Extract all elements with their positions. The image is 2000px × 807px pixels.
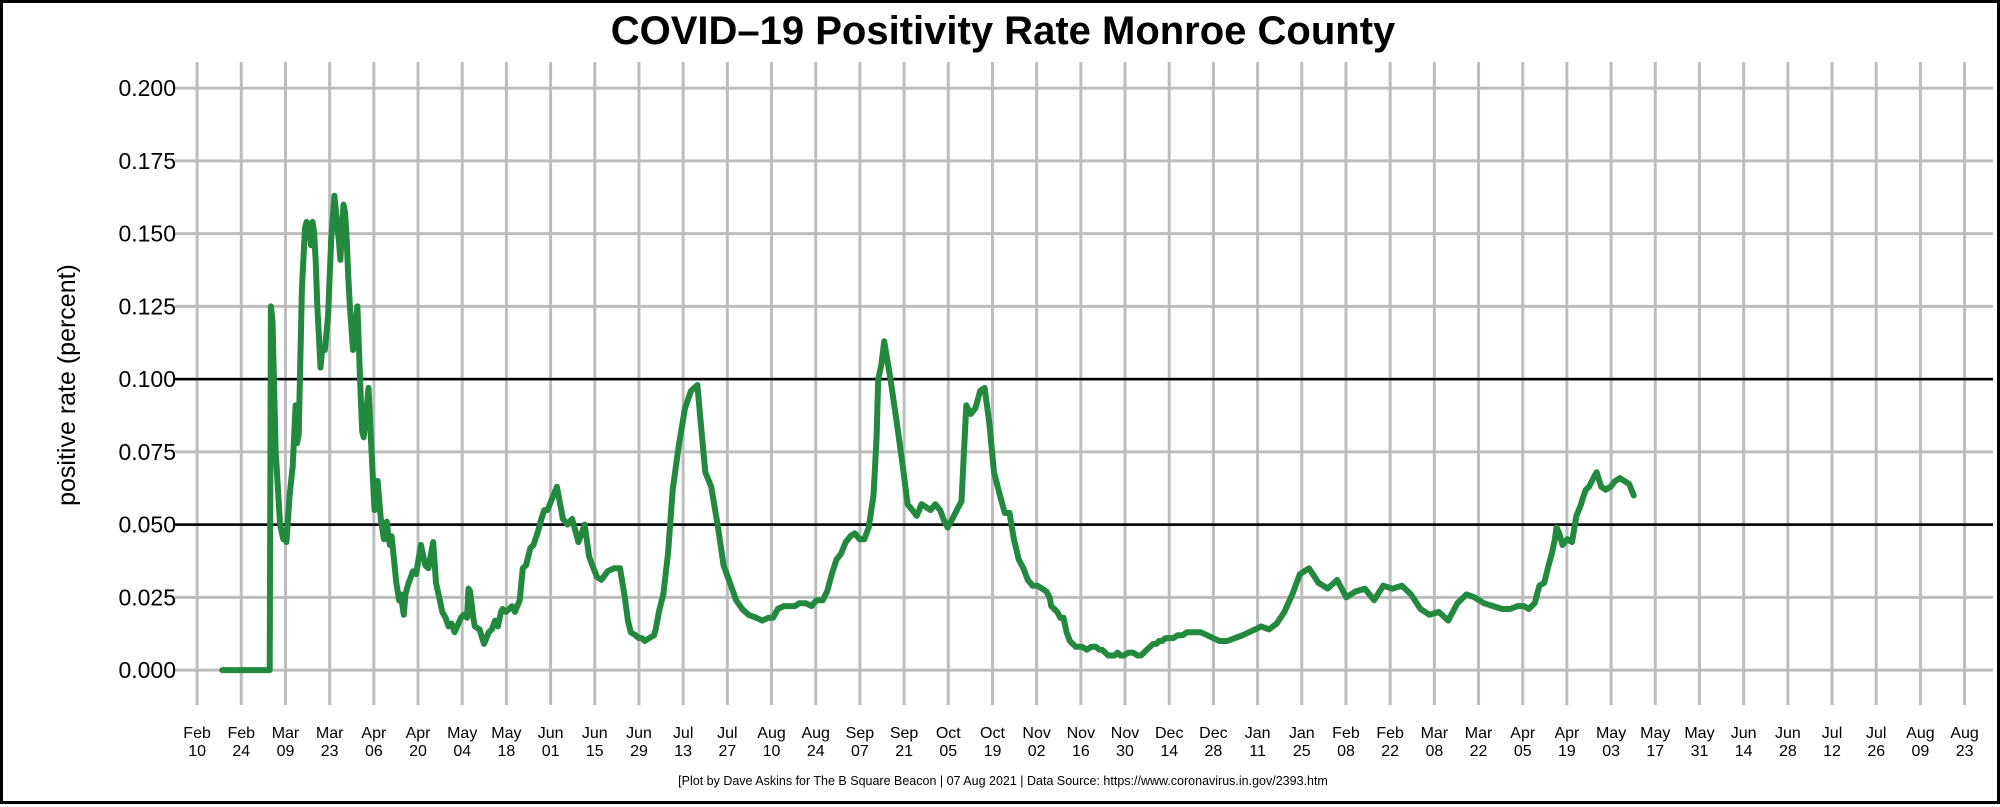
y-tick-label: 0.000	[118, 657, 176, 683]
x-tick-label: Jun 01	[538, 725, 564, 760]
x-tick-label: Jan 25	[1289, 725, 1315, 760]
x-tick-label: Jun 28	[1775, 725, 1801, 760]
x-tick-label: Jul 13	[673, 725, 693, 760]
x-tick-label: Mar 22	[1465, 725, 1493, 760]
x-tick-label: May 04	[447, 725, 477, 760]
x-tick-label: Apr 20	[406, 725, 432, 760]
x-tick-label: May 03	[1596, 725, 1626, 760]
x-tick-label: Nov 16	[1067, 725, 1095, 760]
x-tick-label: Mar 09	[272, 725, 300, 760]
grid	[175, 62, 1993, 705]
x-tick-label: Jul 12	[1822, 725, 1842, 760]
y-axis-ticks: 0.000 0.025 0.050 0.075 0.100 0.125 0.150 0.175…	[118, 75, 176, 683]
x-tick-label: Aug 09	[1906, 725, 1934, 760]
x-tick-label: May 31	[1684, 725, 1714, 760]
x-tick-label: Nov 02	[1022, 725, 1050, 760]
x-tick-label: Aug 23	[1950, 725, 1978, 760]
y-tick-label: 0.175	[118, 148, 176, 174]
x-tick-label: Feb 10	[183, 725, 211, 760]
x-tick-label: Jul 26	[1866, 725, 1886, 760]
y-tick-label: 0.100	[118, 366, 176, 392]
y-tick-label: 0.075	[118, 439, 176, 465]
x-axis-ticks: Feb 10 Feb 24 Mar 09 Mar 23 Apr 06 Apr 20 May 04 May 18…	[183, 725, 1979, 760]
y-tick-label: 0.050	[118, 512, 176, 538]
x-tick-label: Jun 15	[582, 725, 608, 760]
x-tick-label: Oct 05	[936, 725, 961, 760]
x-tick-label: Dec 28	[1199, 725, 1227, 760]
x-tick-label: Aug 24	[801, 725, 829, 760]
series-line	[219, 192, 1637, 674]
x-tick-label: Sep 07	[846, 725, 875, 760]
y-tick-label: 0.200	[118, 75, 176, 101]
y-tick-label: 0.150	[118, 221, 176, 247]
x-tick-label: May 17	[1640, 725, 1670, 760]
x-tick-label: Dec 14	[1155, 725, 1183, 760]
line-chart: COVID–19 Positivity Rate Monroe County p…	[53, 9, 1993, 788]
x-tick-label: Mar 23	[316, 725, 344, 760]
x-tick-label: Feb 22	[1376, 725, 1404, 760]
x-tick-label: Nov 30	[1111, 725, 1139, 760]
source-credit: [Plot by Dave Askins for The B Square Be…	[678, 774, 1328, 788]
x-tick-label: Jan 11	[1245, 725, 1271, 760]
x-tick-label: Aug 10	[757, 725, 785, 760]
x-tick-label: Jun 14	[1731, 725, 1757, 760]
reference-lines	[175, 377, 1993, 526]
y-tick-label: 0.125	[118, 293, 176, 319]
x-tick-label: Feb 08	[1332, 725, 1360, 760]
x-tick-label: Feb 24	[227, 725, 255, 760]
x-tick-label: Oct 19	[980, 725, 1005, 760]
y-tick-label: 0.025	[118, 584, 176, 610]
chart-title: COVID–19 Positivity Rate Monroe County	[611, 9, 1396, 53]
x-tick-label: Apr 06	[361, 725, 387, 760]
x-tick-label: May 18	[491, 725, 521, 760]
x-tick-label: Jun 29	[626, 725, 652, 760]
x-tick-label: Sep 21	[890, 725, 919, 760]
y-axis-label: positive rate (percent)	[53, 264, 81, 506]
x-tick-label: Mar 08	[1421, 725, 1449, 760]
x-tick-label: Jul 27	[717, 725, 737, 760]
x-tick-label: Apr 05	[1510, 725, 1536, 760]
x-tick-label: Apr 19	[1554, 725, 1580, 760]
